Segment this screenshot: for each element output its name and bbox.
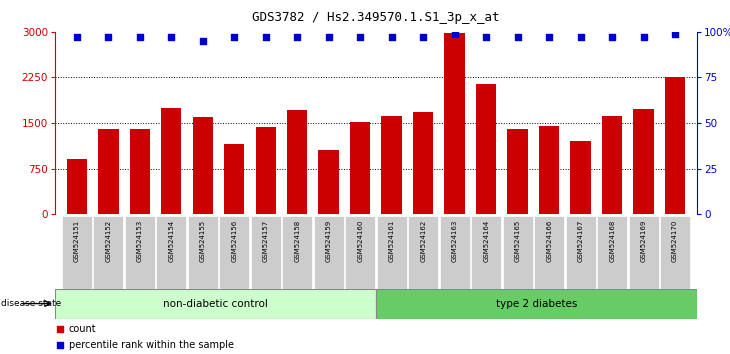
Bar — [224, 144, 245, 214]
Bar — [539, 126, 559, 214]
Point — [54, 326, 66, 331]
Point — [197, 38, 209, 44]
FancyBboxPatch shape — [93, 216, 123, 289]
Bar — [161, 108, 182, 214]
FancyBboxPatch shape — [250, 216, 281, 289]
Point — [166, 34, 177, 40]
FancyBboxPatch shape — [471, 216, 502, 289]
Point — [134, 34, 145, 40]
Point — [71, 34, 82, 40]
FancyBboxPatch shape — [188, 216, 218, 289]
Point — [512, 34, 523, 40]
Text: GSM524152: GSM524152 — [105, 219, 111, 262]
Text: GSM524166: GSM524166 — [546, 219, 552, 262]
FancyBboxPatch shape — [660, 216, 691, 289]
Text: type 2 diabetes: type 2 diabetes — [496, 298, 577, 309]
FancyBboxPatch shape — [408, 216, 438, 289]
Bar — [382, 116, 402, 214]
Point — [480, 34, 492, 40]
Bar — [445, 33, 465, 214]
Bar — [129, 129, 150, 214]
Point — [543, 34, 555, 40]
Text: GSM524156: GSM524156 — [231, 219, 237, 262]
Text: disease state: disease state — [1, 299, 61, 308]
Text: GSM524162: GSM524162 — [420, 219, 426, 262]
Text: GSM524154: GSM524154 — [168, 219, 174, 262]
Point — [354, 34, 366, 40]
FancyBboxPatch shape — [502, 216, 533, 289]
Text: GSM524168: GSM524168 — [609, 219, 615, 262]
FancyBboxPatch shape — [376, 289, 697, 319]
Bar — [193, 117, 213, 214]
Text: GSM524160: GSM524160 — [357, 219, 364, 262]
Text: GSM524153: GSM524153 — [137, 219, 143, 262]
Point — [607, 34, 618, 40]
Text: GSM524163: GSM524163 — [452, 219, 458, 262]
Text: GSM524151: GSM524151 — [74, 219, 80, 262]
FancyBboxPatch shape — [345, 216, 375, 289]
Bar — [350, 122, 370, 214]
Bar — [66, 159, 87, 214]
Point — [669, 31, 681, 36]
FancyBboxPatch shape — [219, 216, 250, 289]
Point — [418, 34, 429, 40]
Text: GDS3782 / Hs2.349570.1.S1_3p_x_at: GDS3782 / Hs2.349570.1.S1_3p_x_at — [252, 11, 500, 24]
Text: non-diabetic control: non-diabetic control — [163, 298, 268, 309]
Text: count: count — [69, 324, 96, 333]
Point — [323, 34, 334, 40]
Bar — [318, 150, 339, 214]
Text: GSM524170: GSM524170 — [672, 219, 678, 262]
FancyBboxPatch shape — [55, 289, 376, 319]
Bar — [634, 109, 654, 214]
Text: GSM524157: GSM524157 — [263, 219, 269, 262]
Bar — [570, 141, 591, 214]
Bar — [665, 78, 685, 214]
FancyBboxPatch shape — [61, 216, 92, 289]
Point — [260, 34, 272, 40]
Bar — [255, 127, 276, 214]
Point — [575, 34, 586, 40]
Bar — [287, 110, 307, 214]
Text: GSM524164: GSM524164 — [483, 219, 489, 262]
FancyBboxPatch shape — [566, 216, 596, 289]
FancyBboxPatch shape — [314, 216, 344, 289]
FancyBboxPatch shape — [629, 216, 658, 289]
Point — [449, 31, 461, 36]
Text: GSM524167: GSM524167 — [577, 219, 584, 262]
Point — [102, 34, 114, 40]
Point — [228, 34, 240, 40]
Text: GSM524158: GSM524158 — [294, 219, 300, 262]
Text: GSM524161: GSM524161 — [388, 219, 395, 262]
Bar — [602, 116, 623, 214]
Point — [386, 34, 398, 40]
Bar — [413, 112, 434, 214]
FancyBboxPatch shape — [125, 216, 155, 289]
Bar — [507, 129, 528, 214]
FancyBboxPatch shape — [282, 216, 312, 289]
FancyBboxPatch shape — [439, 216, 470, 289]
Bar — [98, 129, 118, 214]
FancyBboxPatch shape — [377, 216, 407, 289]
Point — [291, 34, 303, 40]
Text: percentile rank within the sample: percentile rank within the sample — [69, 340, 234, 350]
FancyBboxPatch shape — [156, 216, 186, 289]
FancyBboxPatch shape — [597, 216, 627, 289]
Text: GSM524155: GSM524155 — [200, 219, 206, 262]
FancyBboxPatch shape — [534, 216, 564, 289]
Point — [54, 342, 66, 348]
Text: GSM524169: GSM524169 — [641, 219, 647, 262]
Text: GSM524159: GSM524159 — [326, 219, 331, 262]
Text: GSM524165: GSM524165 — [515, 219, 520, 262]
Bar — [476, 84, 496, 214]
Point — [638, 34, 650, 40]
